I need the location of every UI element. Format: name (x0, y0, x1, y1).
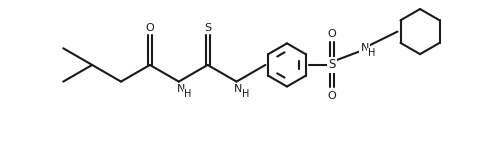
Text: H: H (184, 89, 191, 99)
Text: S: S (328, 58, 336, 71)
Text: O: O (328, 29, 336, 39)
Text: N: N (177, 85, 185, 94)
Text: O: O (328, 91, 336, 101)
Text: H: H (242, 89, 249, 99)
Text: H: H (368, 48, 375, 58)
Text: N: N (361, 43, 369, 53)
Text: O: O (146, 23, 154, 33)
Text: N: N (234, 85, 243, 94)
Text: S: S (204, 23, 211, 33)
